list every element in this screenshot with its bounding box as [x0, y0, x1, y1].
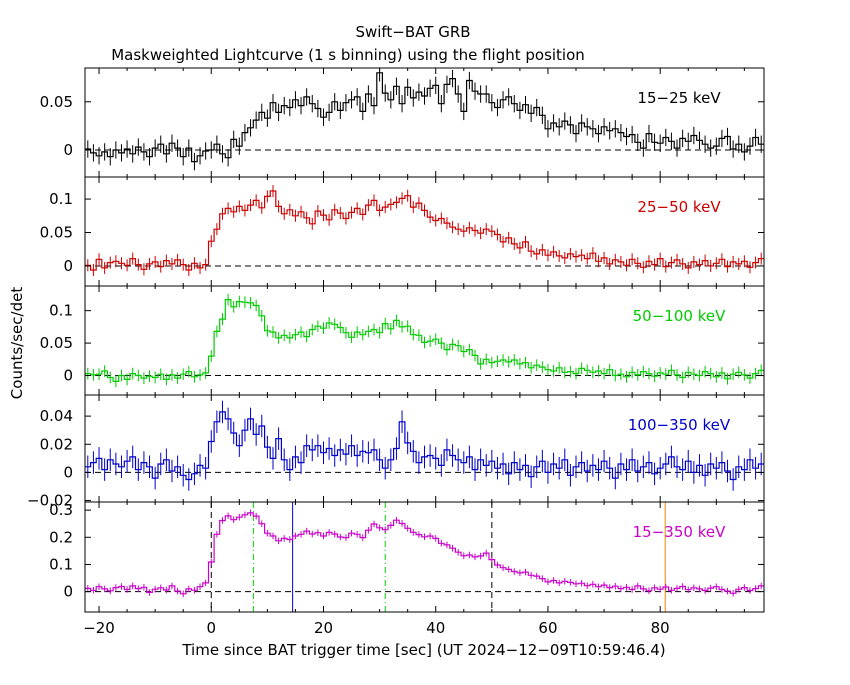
y-axis-label: Counts/sec/det — [8, 287, 26, 400]
band-label: 25−50 keV — [637, 198, 721, 216]
band-label: 15−25 keV — [637, 89, 721, 107]
y-tick-label: −0.02 — [27, 492, 73, 510]
band-label: 15−350 keV — [633, 523, 726, 541]
band-label: 100−350 keV — [628, 416, 731, 434]
chart-title: Swift−BAT GRB — [355, 23, 470, 41]
y-tick-label: 0 — [63, 257, 73, 275]
panel-4: −0.02 0 0.02 0.04 100−350 keV — [27, 394, 765, 510]
y-tick-label: 0.3 — [49, 501, 73, 519]
y-tick-label: 0.1 — [49, 190, 73, 208]
x-tick-label: 80 — [651, 619, 670, 637]
x-axis-label: Time since BAT trigger time [sec] (UT 20… — [181, 641, 665, 659]
band-label: 50−100 keV — [633, 307, 726, 325]
series-line — [85, 299, 764, 382]
y-tick-label: 0.02 — [40, 435, 73, 453]
y-tick-label: 0.2 — [49, 528, 73, 546]
y-tick-label: 0 — [63, 141, 73, 159]
y-tick-label: 0.05 — [40, 334, 73, 352]
y-tick-label: 0.1 — [49, 555, 73, 573]
series-line — [85, 72, 764, 163]
series-line — [85, 411, 764, 481]
x-tick-label: 60 — [538, 619, 557, 637]
chart-subtitle: Maskweighted Lightcurve (1 s binning) us… — [111, 46, 585, 64]
y-tick-label: 0.05 — [40, 224, 73, 242]
panel-frame — [84, 501, 765, 613]
x-tick-label: 20 — [314, 619, 333, 637]
y-tick-label: 0 — [63, 367, 73, 385]
x-tick-label: −20 — [83, 619, 115, 637]
series-line — [85, 512, 764, 595]
x-tick-label: 0 — [206, 619, 216, 637]
series-line — [85, 190, 764, 271]
y-tick-label: 0 — [63, 463, 73, 481]
y-tick-label: 0 — [63, 583, 73, 601]
y-tick-label: 0.04 — [40, 407, 73, 425]
panels: 0 0.05 15−25 keV 0 0.05 0.1 25−50 keV 0 0.05 0.1 5… — [27, 67, 765, 637]
y-tick-label: 0.05 — [40, 93, 73, 111]
panel-3: 0 0.05 0.1 50−100 keV — [40, 285, 765, 396]
panel-frame — [84, 67, 765, 178]
y-tick-label: 0.1 — [49, 302, 73, 320]
panel-5: 0 0.1 0.2 0.3 15−350 keV −20 0 20 40 60 80 — [49, 501, 765, 637]
panel-1: 0 0.05 15−25 keV — [40, 67, 765, 178]
x-tick-label: 40 — [426, 619, 445, 637]
panel-2: 0 0.05 0.1 25−50 keV — [40, 176, 765, 287]
